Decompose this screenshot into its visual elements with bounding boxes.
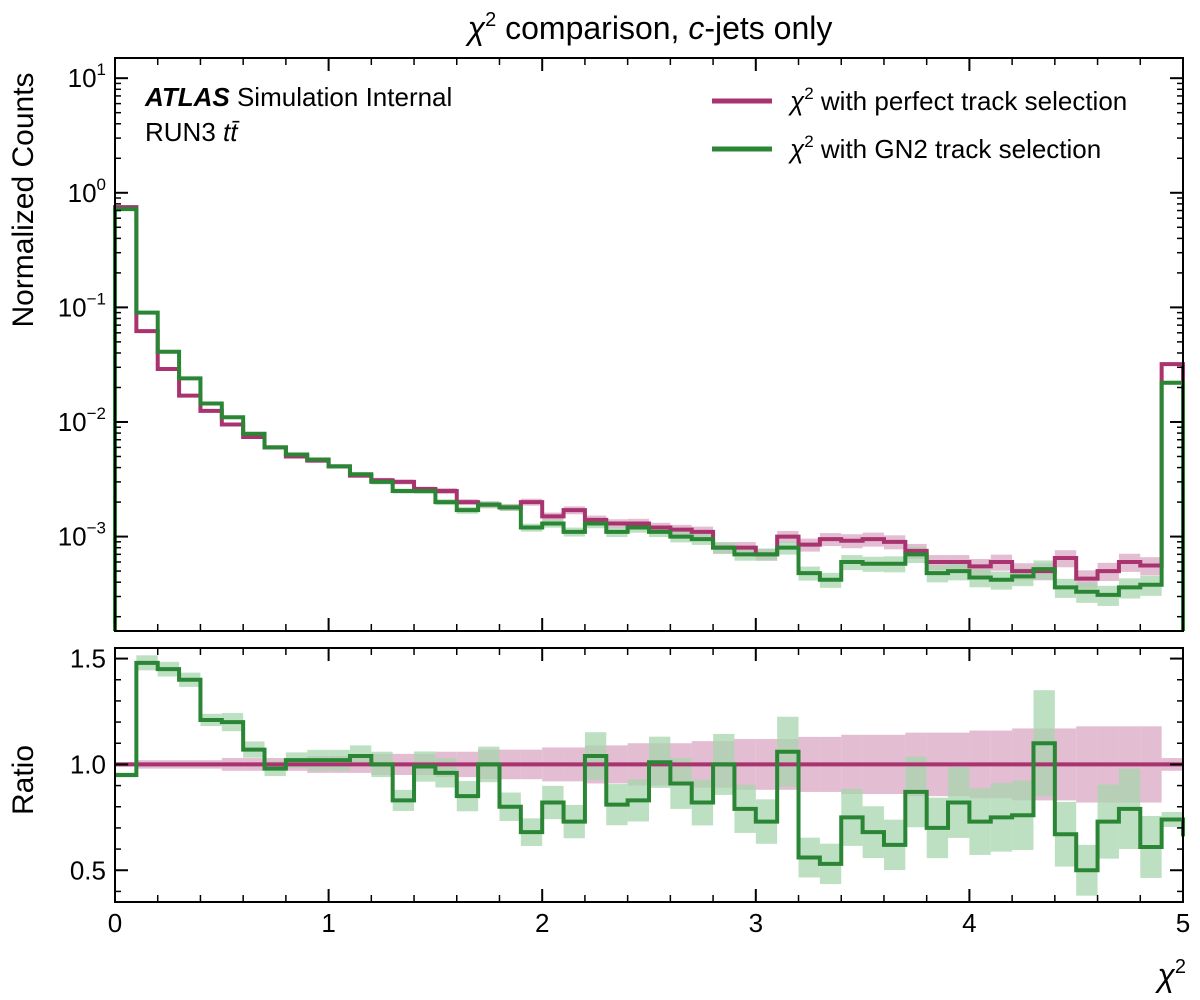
main-series-lines xyxy=(113,205,1185,631)
main-error-bands xyxy=(115,206,1183,606)
series-line-gn2 xyxy=(113,207,1185,631)
run-label: RUN3 tt̄ xyxy=(145,117,240,147)
main-frame xyxy=(114,57,1184,632)
legend-label-perfect: χ2 with perfect track selection xyxy=(788,84,1127,116)
atlas-label: ATLAS Simulation Internal xyxy=(144,82,452,112)
ratio-line-gn2 xyxy=(115,660,1185,873)
main-ylabel: Normalized Counts xyxy=(7,72,40,327)
run-text: RUN3 xyxy=(145,117,223,147)
main-panel: 101 100 10−1 10−2 10−3 Normalized Counts ATL… xyxy=(7,57,1185,632)
legend-label-gn2: χ2 with GN2 track selection xyxy=(788,132,1101,164)
ratio-ticks: 1.5 1.0 0.50 1 2 3 4 5 xyxy=(70,644,1190,938)
y-tick-label: 10−1 xyxy=(58,289,106,322)
y-tick-label: 10−2 xyxy=(58,404,106,437)
chart-title: χ2 comparison, c-jets only xyxy=(465,9,833,46)
ratio-y-tick-label: 0.5 xyxy=(70,855,106,885)
ratio-frame xyxy=(114,647,1184,903)
x-tick-label: 1 xyxy=(321,908,335,938)
ratio-panel: 1.5 1.0 0.50 1 2 3 4 5 Ratio χ2 xyxy=(7,644,1190,993)
x-tick-label: 2 xyxy=(535,908,549,938)
x-tick-label: 0 xyxy=(108,908,122,938)
title-tail: -jets only xyxy=(704,10,832,46)
title-rest: comparison, xyxy=(496,10,688,46)
atlas-subtitle: Simulation Internal xyxy=(230,82,453,112)
ratio-y-tick-label: 1.0 xyxy=(70,749,106,779)
ratio-ylabel: Ratio xyxy=(7,745,40,815)
process-text: tt̄ xyxy=(223,117,240,147)
y-tick-label: 10−3 xyxy=(58,519,106,552)
legend: χ2 with perfect track selection χ2 with … xyxy=(712,84,1127,164)
y-tick-label: 101 xyxy=(68,60,106,93)
x-tick-label: 3 xyxy=(749,908,763,938)
x-tick-label: 5 xyxy=(1176,908,1190,938)
atlas-brand: ATLAS xyxy=(144,82,230,112)
x-tick-label: 4 xyxy=(962,908,976,938)
title-sup: 2 xyxy=(485,9,496,31)
title-c: c xyxy=(688,10,704,46)
ratio-y-tick-label: 1.5 xyxy=(70,644,106,674)
ratio-lines xyxy=(115,660,1185,873)
x-axis-label: χ2 xyxy=(1154,956,1186,993)
title-chi: χ xyxy=(465,10,486,46)
y-tick-label: 100 xyxy=(68,175,106,208)
